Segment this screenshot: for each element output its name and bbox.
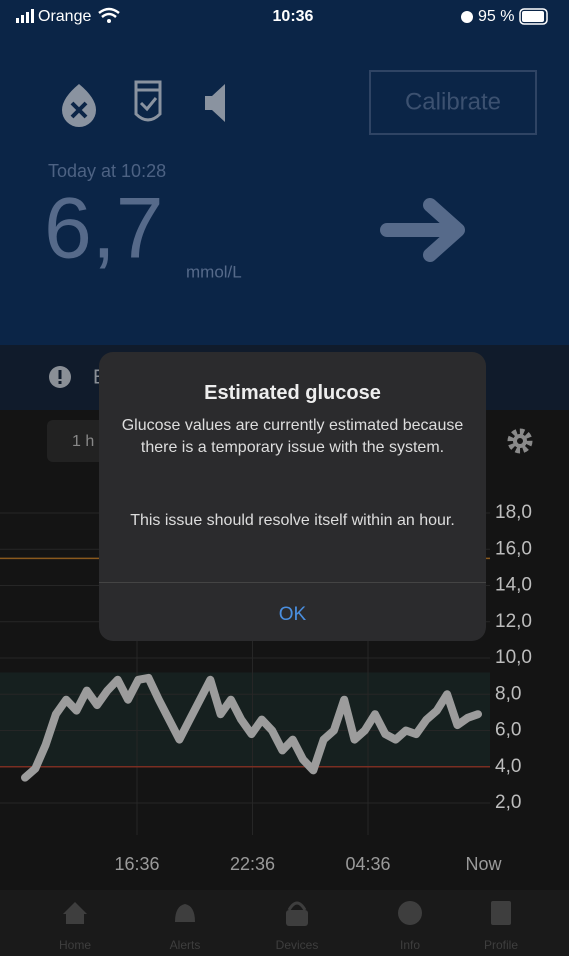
trend-arrow bbox=[380, 198, 465, 262]
y-tick-label: 12,0 bbox=[495, 611, 532, 632]
dialog-ok-button[interactable]: OK bbox=[278, 604, 307, 625]
tab-label[interactable]: Info bbox=[399, 938, 420, 952]
y-tick-label: 8,0 bbox=[495, 683, 521, 704]
home-icon[interactable] bbox=[63, 902, 87, 924]
signal-bar bbox=[16, 18, 19, 23]
header: Calibrate Today at 10:28 6,7 mmol/L bbox=[0, 0, 569, 345]
tab-icons bbox=[63, 901, 511, 926]
chart-plot: 18,0 16,0 14,0 12,0 10,0 8,0 6,0 4,0 2,0 16:36 22:… bbox=[0, 475, 532, 874]
signal-bar bbox=[21, 15, 24, 23]
gear-teeth[interactable] bbox=[507, 428, 533, 454]
alerts-icon[interactable] bbox=[175, 904, 195, 922]
warning-dot bbox=[58, 381, 62, 384]
devices-arc[interactable] bbox=[287, 901, 307, 911]
header-graphics: Calibrate Today at 10:28 6,7 mmol/L bbox=[44, 70, 537, 281]
y-tick-label: 18,0 bbox=[495, 502, 532, 523]
settings-icon[interactable] bbox=[507, 428, 533, 454]
gear-hole[interactable] bbox=[517, 438, 523, 444]
glucose-unit: mmol/L bbox=[186, 262, 242, 281]
clock: 10:36 bbox=[273, 8, 314, 25]
alert-dialog: Estimated glucose Glucose values are cur… bbox=[99, 352, 486, 641]
wifi-icon bbox=[98, 7, 120, 18]
calibrate-label[interactable]: Calibrate bbox=[405, 88, 501, 115]
alarm-icon bbox=[461, 11, 473, 23]
dialog-separator bbox=[99, 582, 486, 583]
x-tick-label: 16:36 bbox=[114, 854, 159, 874]
dialog-title: Estimated glucose bbox=[204, 382, 381, 404]
tab-label[interactable]: Alerts bbox=[169, 938, 201, 952]
sensor-icon bbox=[62, 84, 96, 127]
info-icon[interactable] bbox=[398, 901, 422, 925]
y-tick-label: 2,0 bbox=[495, 792, 521, 813]
battery-percent: 95 % bbox=[478, 8, 514, 25]
tab-label[interactable]: Profile bbox=[483, 938, 518, 952]
battery-outline bbox=[519, 8, 548, 25]
x-tick-label: Now bbox=[465, 854, 502, 874]
y-tick-label: 4,0 bbox=[495, 756, 521, 777]
speaker-icon bbox=[205, 84, 225, 122]
signal-bar bbox=[31, 9, 34, 23]
glucose-chart: 18,0 16,0 14,0 12,0 10,0 8,0 6,0 4,0 2,0 16:36 22:… bbox=[0, 420, 533, 874]
sensor-x bbox=[70, 101, 88, 119]
y-tick-label: 6,0 bbox=[495, 720, 521, 741]
glucose-value: 6,7 bbox=[44, 181, 164, 277]
devices-icon[interactable] bbox=[286, 910, 308, 926]
x-tick-label: 22:36 bbox=[230, 854, 275, 874]
transmitter-check bbox=[136, 88, 160, 112]
timestamp: Today at 10:28 bbox=[48, 161, 166, 181]
range-button-label[interactable]: 1 h bbox=[72, 433, 94, 450]
warning-mark bbox=[58, 370, 62, 379]
dialog-message: This issue should resolve itself within … bbox=[130, 512, 455, 529]
y-tick-label: 10,0 bbox=[495, 647, 532, 668]
status-graphics: Orange 10:36 95 % bbox=[16, 7, 548, 25]
carrier: Orange bbox=[38, 8, 91, 25]
calibrate-button-border[interactable] bbox=[369, 70, 537, 135]
y-tick-label: 14,0 bbox=[495, 575, 532, 596]
x-tick-label: 04:36 bbox=[345, 854, 390, 874]
glucose-trace bbox=[21, 673, 482, 782]
tab-label[interactable]: Home bbox=[58, 938, 91, 952]
battery-level bbox=[522, 11, 544, 22]
tab-label[interactable]: Devices bbox=[275, 938, 319, 952]
y-tick-label: 16,0 bbox=[495, 538, 532, 559]
transmitter-icon bbox=[134, 80, 162, 122]
profile-icon[interactable] bbox=[491, 901, 511, 925]
dialog-message: Glucose values are currently estimated b… bbox=[121, 417, 464, 456]
wifi-dot bbox=[107, 19, 111, 23]
range-button[interactable] bbox=[47, 420, 105, 462]
signal-bar bbox=[26, 12, 29, 23]
status-bar: Orange 10:36 95 % bbox=[0, 0, 569, 32]
tab-bar: Home Alerts Devices Info Profile bbox=[0, 890, 569, 956]
